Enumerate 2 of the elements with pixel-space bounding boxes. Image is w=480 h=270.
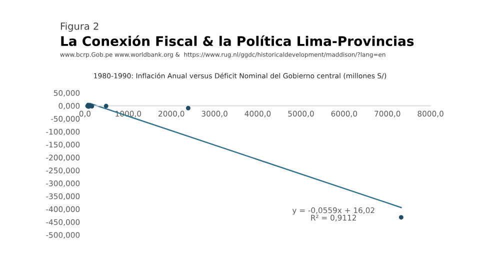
text: Figura 2: [60, 22, 98, 32]
chart-title: La Conexión Fiscal & la Política Lima-Provincias: [61, 35, 414, 46]
